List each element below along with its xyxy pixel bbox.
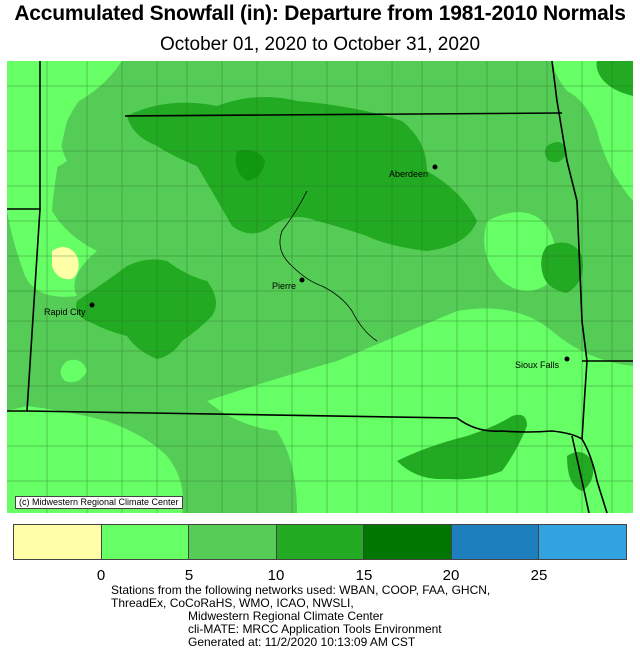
footer-line: ThreadEx, CoCoRaHS, WMO, ICAO, NWSLI, xyxy=(111,596,354,610)
sioux-falls-label: Sioux Falls xyxy=(515,360,560,370)
legend-tick: 20 xyxy=(442,567,460,584)
footer-line: Generated at: 11/2/2020 10:13:09 AM CST xyxy=(188,635,416,649)
legend-swatch-5-10 xyxy=(189,525,277,559)
aberdeen-label: Aberdeen xyxy=(389,169,429,179)
band-10-15-northeast xyxy=(544,142,567,163)
legend-swatch-below-0 xyxy=(14,525,102,559)
band-0-5-southwest xyxy=(60,359,87,383)
legend-swatch-0-5 xyxy=(101,525,190,559)
legend-tick: 5 xyxy=(184,567,194,584)
legend-tick: 0 xyxy=(96,567,106,584)
band-0-5-northwest xyxy=(29,61,123,169)
legend-tick: 25 xyxy=(530,567,548,584)
color-legend xyxy=(13,524,627,560)
state-borders xyxy=(7,61,633,513)
band-10-15-northwest-corner xyxy=(596,61,633,96)
missouri-river xyxy=(279,190,378,342)
aberdeen-marker xyxy=(432,164,438,170)
county-lines xyxy=(7,61,633,513)
footer-line: Stations from the following networks use… xyxy=(111,583,491,597)
rapid-city-marker xyxy=(89,302,95,308)
band-0-5-northeast xyxy=(552,61,633,201)
band-10-15-north xyxy=(127,97,477,251)
copyright-label: (c) Midwestern Regional Climate Center xyxy=(15,496,183,509)
rapid-city-label: Rapid City xyxy=(44,307,86,317)
band-0-5-southeast xyxy=(207,308,633,513)
legend-tick: 10 xyxy=(267,567,285,584)
legend-tick: 15 xyxy=(355,567,373,584)
map-subtitle: October 01, 2020 to October 31, 2020 xyxy=(159,34,481,55)
snowfall-departure-map: Aberdeen Pierre Rapid City Sioux Falls (… xyxy=(7,61,633,513)
legend-swatch-15-20 xyxy=(364,525,452,559)
pierre-marker xyxy=(299,277,305,283)
legend-swatch-10-15 xyxy=(276,525,365,559)
sioux-falls-marker xyxy=(564,356,570,362)
map-title: Accumulated Snowfall (in): Departure fro… xyxy=(14,2,626,25)
band-15-20-north xyxy=(235,149,265,181)
band-below-0 xyxy=(52,247,79,280)
pierre-label: Pierre xyxy=(272,281,297,291)
legend-swatch-20-25 xyxy=(451,525,540,559)
footer-line: cli-MATE: MRCC Application Tools Environ… xyxy=(188,622,442,636)
band-10-15-west xyxy=(76,259,216,359)
band-0-5-south-strip xyxy=(7,406,183,513)
legend-swatch-above-25 xyxy=(539,525,627,559)
band-0-5-east xyxy=(484,212,556,291)
footer-line: Midwestern Regional Climate Center xyxy=(188,609,384,623)
band-10-15-east-pocket xyxy=(541,242,583,293)
